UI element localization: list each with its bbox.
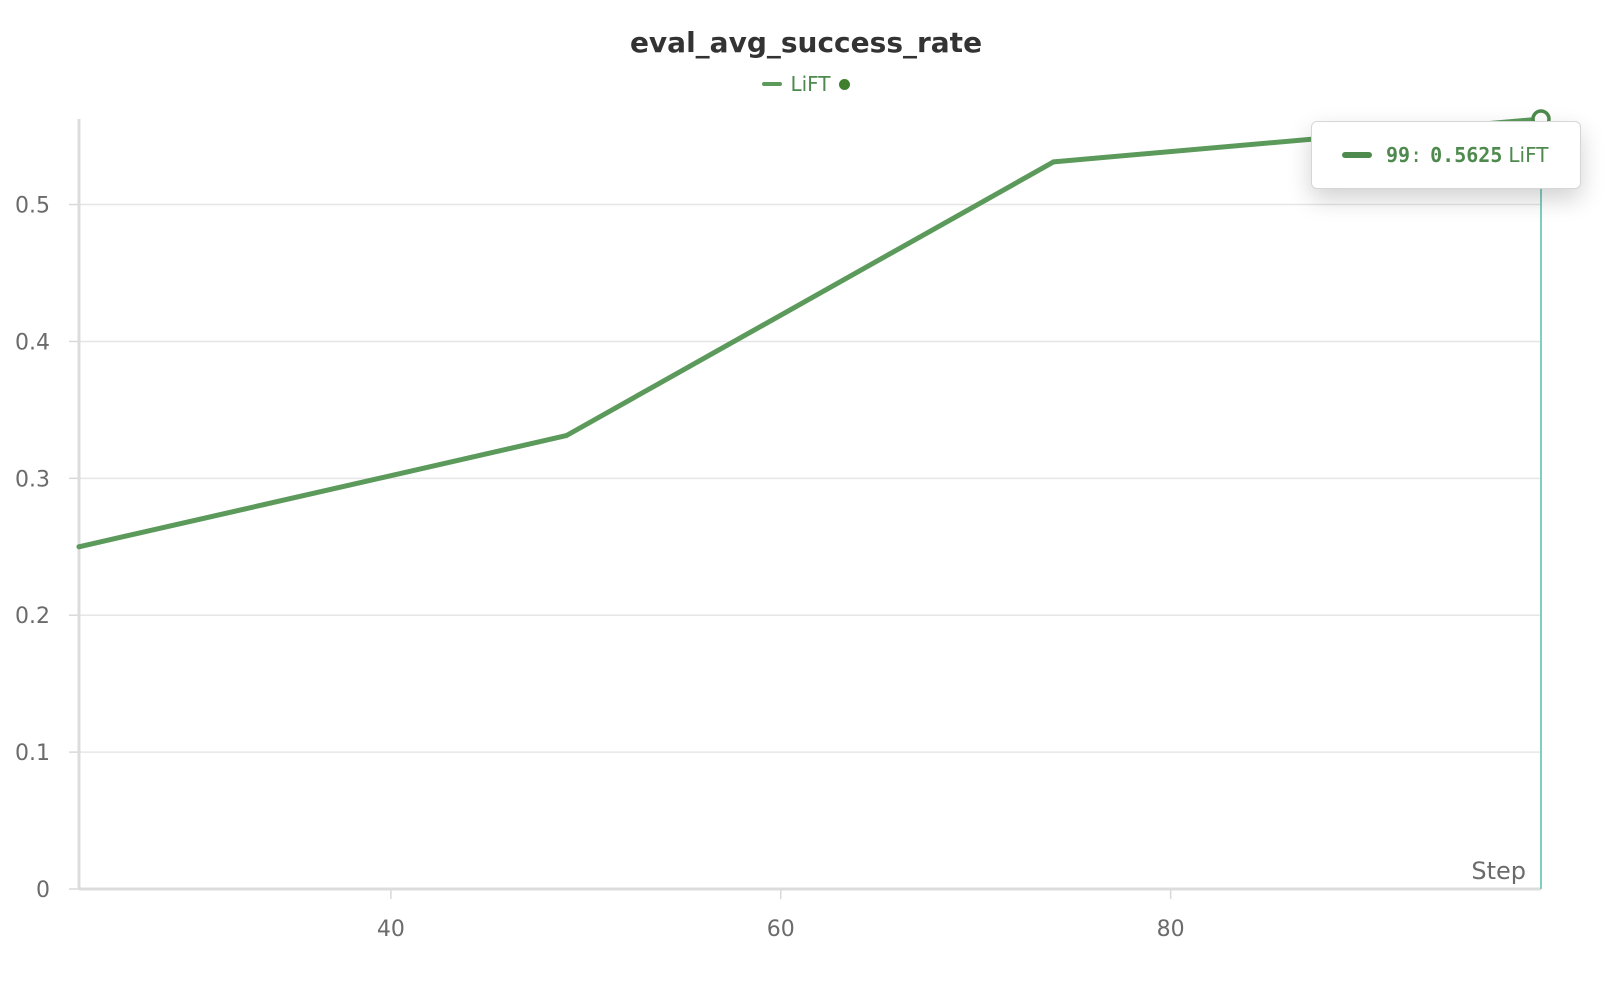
- hover-cursor: [1531, 109, 1551, 889]
- data-point: [563, 433, 569, 439]
- x-tick-label: 60: [767, 917, 795, 942]
- grid: [79, 203, 1541, 753]
- legend[interactable]: LiFT: [0, 72, 1612, 96]
- legend-swatch: [762, 82, 783, 86]
- x-axis-label: Step: [1471, 857, 1526, 885]
- legend-status-dot: [838, 78, 850, 90]
- y-tick-label: 0.3: [15, 467, 50, 492]
- tooltip-value: 0.5625: [1430, 143, 1503, 167]
- y-tick-label: 0: [36, 878, 50, 903]
- legend-label[interactable]: LiFT: [790, 72, 831, 96]
- axes: 0 0.1 0.2 0.3 0.4 0.5 40 60 80 Step: [15, 119, 1541, 942]
- chart-title: eval_avg_success_rate: [629, 26, 983, 59]
- tooltip-swatch: [1342, 152, 1372, 158]
- tooltip-series-name: LiFT: [1508, 143, 1549, 167]
- data-point: [1051, 159, 1057, 165]
- y-tick-label: 0.5: [15, 194, 50, 219]
- tooltip-separator: :: [1410, 143, 1423, 167]
- y-tick-label: 0.2: [15, 604, 50, 629]
- data-point: [76, 544, 82, 550]
- x-tick-label: 80: [1157, 917, 1185, 942]
- tooltip-step: 99: [1386, 143, 1411, 167]
- series-line-lift: [76, 116, 1544, 550]
- x-tick-label: 40: [377, 917, 405, 942]
- y-tick-label: 0.1: [15, 741, 50, 766]
- y-tick-label: 0.4: [15, 330, 50, 355]
- hover-tooltip: 99 : 0.5625 LiFT: [1311, 121, 1581, 189]
